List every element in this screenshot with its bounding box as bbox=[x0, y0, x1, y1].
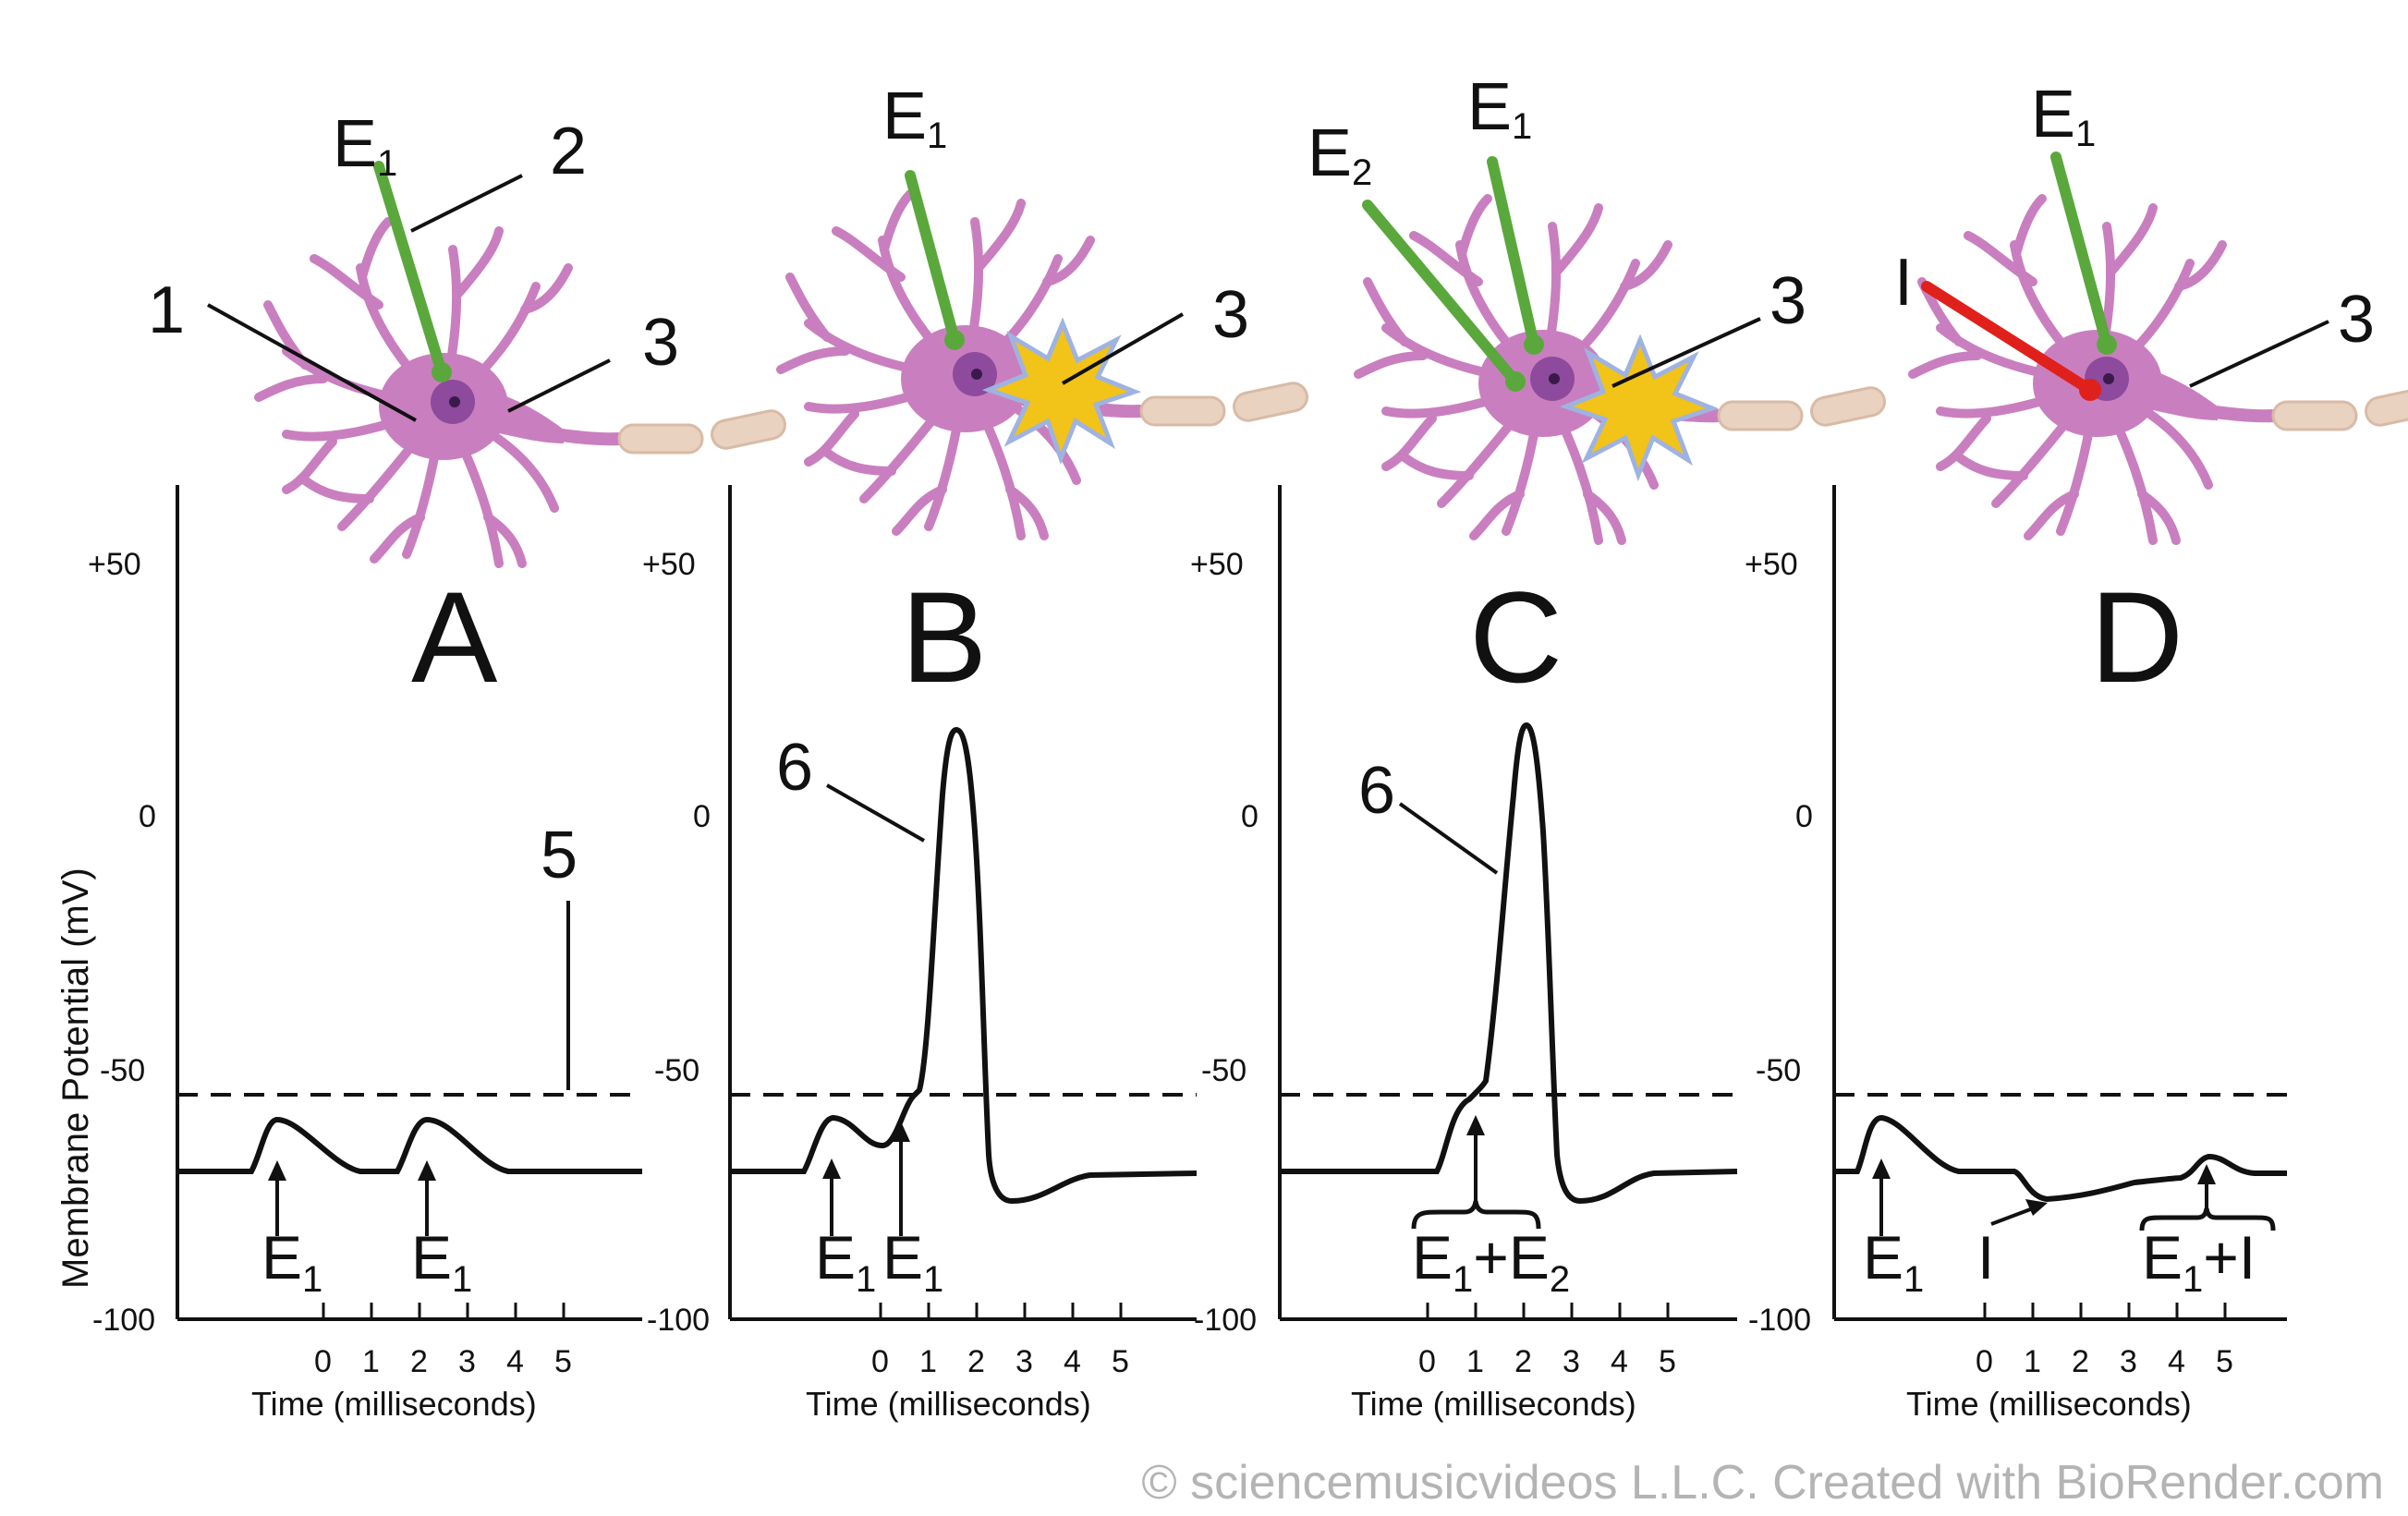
svg-text:-100: -100 bbox=[647, 1303, 710, 1338]
svg-text:1: 1 bbox=[362, 1344, 380, 1379]
svg-text:3: 3 bbox=[2120, 1344, 2137, 1379]
svg-text:5: 5 bbox=[554, 1344, 572, 1379]
y-axis-label: Membrane Potential (mV) bbox=[55, 867, 96, 1289]
trace-a bbox=[177, 1116, 642, 1174]
electrode-label-b1: E1 bbox=[882, 79, 947, 156]
electrode-label-d2: I bbox=[1894, 246, 1913, 320]
svg-text:5: 5 bbox=[2216, 1344, 2233, 1379]
svg-text:-50: -50 bbox=[654, 1053, 699, 1088]
svg-text:2: 2 bbox=[967, 1344, 985, 1379]
stim-label-a1: E1 bbox=[261, 1223, 322, 1300]
y-tick-a-plus50: +50 bbox=[88, 547, 141, 582]
svg-text:0: 0 bbox=[1418, 1344, 1436, 1379]
svg-text:4: 4 bbox=[506, 1344, 524, 1379]
panel-letter-c: C bbox=[1469, 564, 1563, 709]
svg-text:1: 1 bbox=[919, 1344, 937, 1379]
stim-label-c1: E1+E2 bbox=[1412, 1223, 1570, 1300]
svg-text:3: 3 bbox=[1015, 1344, 1033, 1379]
svg-text:0: 0 bbox=[1976, 1344, 1993, 1379]
electrode-e1-b bbox=[905, 170, 960, 346]
callout-3-c: 3 bbox=[1770, 264, 1806, 338]
panel-letter-a: A bbox=[411, 564, 498, 709]
callout-3-b: 3 bbox=[1212, 278, 1249, 352]
svg-text:1: 1 bbox=[2024, 1344, 2041, 1379]
svg-text:-100: -100 bbox=[1194, 1303, 1257, 1338]
x-axis-label-b: Time (milliseconds) bbox=[806, 1385, 1091, 1423]
panel-d: E1 I 3 D +50 0 -50 -100 0 1 2 3 4 5 Time… bbox=[1745, 78, 2408, 1423]
svg-text:1: 1 bbox=[1466, 1344, 1484, 1379]
callout-3-a: 3 bbox=[642, 306, 679, 380]
svg-text:+50: +50 bbox=[1745, 547, 1798, 582]
svg-text:5: 5 bbox=[1659, 1344, 1676, 1379]
callout-6-b: 6 bbox=[776, 731, 813, 805]
callout-5: 5 bbox=[541, 819, 578, 892]
electrode-label-c1: E1 bbox=[1467, 70, 1532, 147]
x-ticks-b: 0 1 2 3 4 5 bbox=[871, 1303, 1129, 1379]
svg-text:4: 4 bbox=[1611, 1344, 1628, 1379]
y-tick-a-0: 0 bbox=[139, 799, 156, 834]
electrode-e1-a bbox=[373, 161, 447, 378]
x-ticks-d: 0 1 2 3 4 5 bbox=[1976, 1303, 2233, 1379]
trace-d bbox=[1834, 1114, 2287, 1203]
stim-label-a2: E1 bbox=[411, 1223, 472, 1300]
callout-1: 1 bbox=[148, 273, 185, 347]
electrode-label-c2: E2 bbox=[1307, 116, 1372, 193]
svg-text:-50: -50 bbox=[1756, 1053, 1801, 1088]
svg-text:0: 0 bbox=[871, 1344, 889, 1379]
svg-text:2: 2 bbox=[410, 1344, 428, 1379]
neuron-d bbox=[1913, 199, 2408, 540]
svg-text:-50: -50 bbox=[1201, 1053, 1247, 1088]
brace-d bbox=[2139, 1207, 2276, 1231]
panel-c: E1 E2 3 C +50 0 -50 -100 0 1 2 3 4 5 Tim… bbox=[1190, 70, 1887, 1423]
neuron-a bbox=[259, 222, 787, 564]
x-axis-label-a: Time (milliseconds) bbox=[251, 1385, 537, 1423]
svg-text:2: 2 bbox=[2072, 1344, 2089, 1379]
stim-label-d3: E1+I bbox=[2142, 1223, 2256, 1300]
svg-text:0: 0 bbox=[1795, 799, 1813, 834]
svg-text:+50: +50 bbox=[642, 547, 696, 582]
stim-label-d1: E1 bbox=[1863, 1223, 1924, 1300]
x-ticks-a: 0 1 2 3 4 5 bbox=[314, 1303, 572, 1379]
x-axis-label-c: Time (milliseconds) bbox=[1351, 1385, 1636, 1423]
stim-label-d2: I bbox=[1977, 1223, 1994, 1292]
brace-c bbox=[1411, 1200, 1541, 1230]
svg-text:4: 4 bbox=[2168, 1344, 2185, 1379]
stim-label-b1: E1 bbox=[815, 1223, 876, 1300]
electrode-i-d bbox=[1921, 281, 2096, 395]
y-tick-a-minus50: -50 bbox=[100, 1053, 145, 1088]
panel-letter-d: D bbox=[2090, 564, 2183, 709]
stim-label-b2: E1 bbox=[882, 1223, 943, 1300]
electrode-label-d1: E1 bbox=[2031, 78, 2096, 154]
electrode-e2-c bbox=[1362, 200, 1521, 387]
x-axis-label-d: Time (milliseconds) bbox=[1906, 1385, 2192, 1423]
panel-letter-b: B bbox=[901, 564, 987, 709]
panel-a: E1 1 2 3 A Membrane Potential (mV) +50 0… bbox=[55, 107, 787, 1423]
svg-text:4: 4 bbox=[1064, 1344, 1081, 1379]
electrode-e1-d bbox=[2050, 152, 2112, 350]
svg-text:0: 0 bbox=[693, 799, 711, 834]
svg-text:0: 0 bbox=[1241, 799, 1259, 834]
y-tick-a-minus100: -100 bbox=[92, 1303, 155, 1338]
neuron-c bbox=[1358, 199, 1887, 540]
electrode-e1-c bbox=[1487, 156, 1539, 350]
svg-text:+50: +50 bbox=[1190, 547, 1244, 582]
trace-c bbox=[1280, 722, 1738, 1205]
svg-text:3: 3 bbox=[458, 1344, 476, 1379]
svg-text:0: 0 bbox=[314, 1344, 332, 1379]
panel-b: E1 3 B +50 0 -50 -100 0 1 2 3 4 5 Time (… bbox=[642, 79, 1309, 1423]
callout-2: 2 bbox=[550, 115, 587, 188]
electrode-label-a1: E1 bbox=[333, 107, 397, 184]
callout-6-c: 6 bbox=[1358, 754, 1395, 828]
svg-text:3: 3 bbox=[1563, 1344, 1580, 1379]
trace-b bbox=[730, 726, 1198, 1205]
svg-text:2: 2 bbox=[1514, 1344, 1532, 1379]
callout-3-d: 3 bbox=[2338, 283, 2375, 357]
svg-text:-100: -100 bbox=[1748, 1303, 1811, 1338]
x-ticks-c: 0 1 2 3 4 5 bbox=[1418, 1303, 1676, 1379]
credit-text: © sciencemusicvideos L.L.C. Created with… bbox=[1141, 1456, 2384, 1510]
svg-text:5: 5 bbox=[1112, 1344, 1129, 1379]
